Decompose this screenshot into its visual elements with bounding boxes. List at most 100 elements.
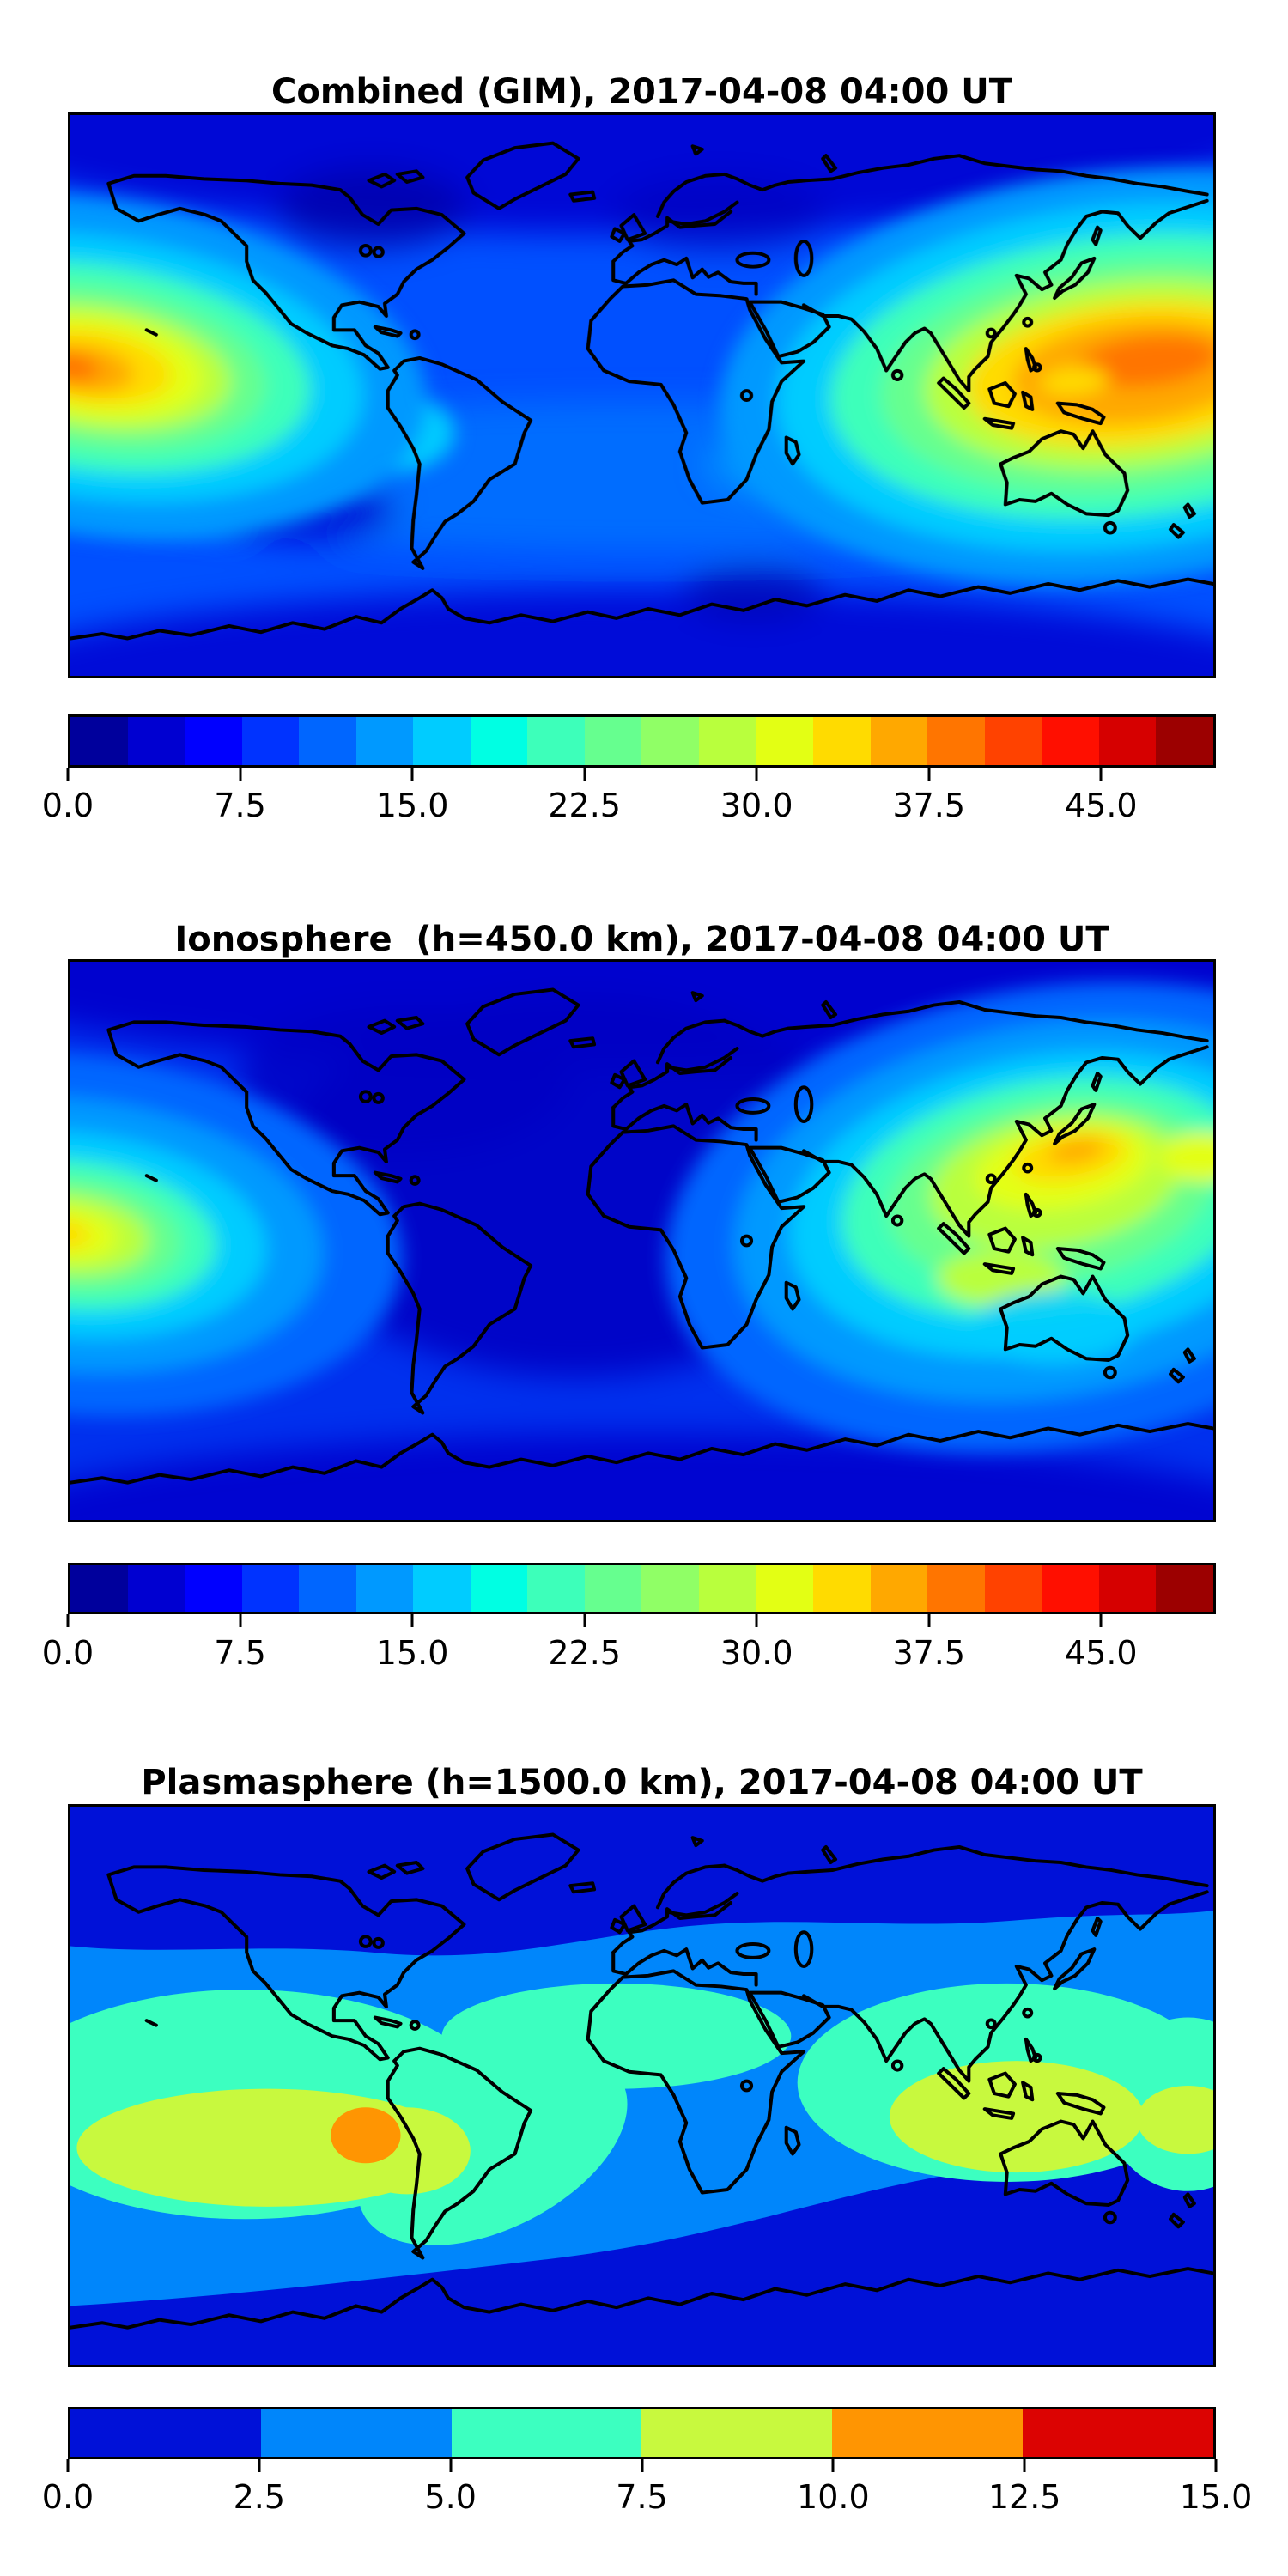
colorbar-tick-label: 15.0 xyxy=(375,787,449,824)
heatmap-ionosphere xyxy=(70,962,1213,1520)
colorbar-segment xyxy=(870,717,928,765)
colorbar-segment xyxy=(1156,717,1213,765)
colorbar-segment xyxy=(413,717,471,765)
colorbar-segment xyxy=(355,1565,414,1612)
colorbar-tick xyxy=(755,1614,758,1627)
world-map-ionosphere xyxy=(68,959,1216,1522)
colorbar-segment xyxy=(185,717,242,765)
colorbar-segment xyxy=(1098,717,1157,765)
colorbar-segment xyxy=(241,1565,300,1612)
colorbar-segment xyxy=(260,2409,452,2457)
colorbar-segment xyxy=(470,1565,528,1612)
colorbar-segment xyxy=(641,2409,833,2457)
colorbar-segment xyxy=(355,717,414,765)
colorbar-ticks-combined xyxy=(66,768,1216,781)
colorbar-tick-label: 15.0 xyxy=(1179,2478,1253,2516)
colorbar-segment xyxy=(185,1565,242,1612)
colorbar-plasmasphere xyxy=(68,2407,1216,2459)
colorbar-tick-label: 45.0 xyxy=(1064,1634,1138,1672)
colorbar-tick-label: 0.0 xyxy=(41,1634,94,1672)
heatmap-combined xyxy=(70,115,1213,676)
colorbar-tick-label: 0.0 xyxy=(41,2478,94,2516)
heatmap-plasmasphere xyxy=(70,1807,1213,2365)
colorbar-tick xyxy=(449,2459,453,2472)
colorbar-tick-label: 10.0 xyxy=(797,2478,870,2516)
colorbar-tick-label: 12.5 xyxy=(987,2478,1061,2516)
colorbar-segment xyxy=(870,1565,928,1612)
colorbar-tick xyxy=(1099,1614,1103,1627)
colorbar-segment xyxy=(1098,1565,1157,1612)
colorbar-tick xyxy=(66,768,70,781)
colorbar-labels-combined: 0.0 7.5 15.0 22.5 30.0 37.5 45.0 xyxy=(42,787,1216,829)
colorbar-tick xyxy=(927,1614,931,1627)
colorbar-segment xyxy=(984,717,1042,765)
colorbar-segment xyxy=(699,1565,756,1612)
colorbar-tick xyxy=(755,768,758,781)
colorbar-tick-label: 30.0 xyxy=(720,1634,793,1672)
colorbar-segment xyxy=(451,2409,642,2457)
colorbar-segment xyxy=(299,717,356,765)
colorbar-tick xyxy=(66,2459,70,2472)
colorbar-segment xyxy=(813,1565,871,1612)
colorbar-tick-label: 2.5 xyxy=(233,2478,286,2516)
colorbar-tick-label: 5.0 xyxy=(424,2478,477,2516)
colorbar-tick xyxy=(239,1614,242,1627)
colorbar-labels-ionosphere: 0.0 7.5 15.0 22.5 30.0 37.5 45.0 xyxy=(42,1634,1216,1677)
colorbar-segment xyxy=(127,717,185,765)
panel-title-plasmasphere: Plasmasphere (h=1500.0 km), 2017-04-08 0… xyxy=(141,1762,1143,1802)
colorbar-segment xyxy=(756,717,814,765)
colorbar-segment xyxy=(70,1565,128,1612)
colorbar-segment xyxy=(470,717,528,765)
colorbar-segment xyxy=(241,717,300,765)
colorbar-segment xyxy=(584,717,642,765)
colorbar-segment xyxy=(127,1565,185,1612)
colorbar-tick-label: 37.5 xyxy=(892,787,966,824)
colorbar-tick xyxy=(258,2459,261,2472)
colorbar-tick-label: 7.5 xyxy=(616,2478,668,2516)
panel-title-ionosphere: Ionosphere (h=450.0 km), 2017-04-08 04:0… xyxy=(174,919,1109,959)
colorbar-segment xyxy=(299,1565,356,1612)
colorbar-ticks-plasmasphere xyxy=(66,2459,1218,2473)
colorbar-segment xyxy=(927,1565,985,1612)
colorbar-tick-label: 22.5 xyxy=(548,787,621,824)
colorbar-segment xyxy=(584,1565,642,1612)
colorbar-segment xyxy=(984,1565,1042,1612)
colorbar-tick-label: 37.5 xyxy=(892,1634,966,1672)
panel-title-combined: Combined (GIM), 2017-04-08 04:00 UT xyxy=(270,71,1013,112)
colorbar-tick xyxy=(927,768,931,781)
colorbar-tick-label: 30.0 xyxy=(720,787,793,824)
colorbar-segment xyxy=(1156,1565,1213,1612)
colorbar-segment xyxy=(527,717,585,765)
colorbar-segment xyxy=(927,717,985,765)
colorbar-segment xyxy=(70,717,128,765)
colorbar-tick xyxy=(1214,2459,1218,2472)
colorbar-tick xyxy=(410,1614,414,1627)
colorbar-tick xyxy=(1023,2459,1026,2472)
colorbar-combined xyxy=(68,714,1216,768)
colorbar-tick-label: 7.5 xyxy=(214,1634,266,1672)
colorbar-tick xyxy=(239,768,242,781)
colorbar-tick-label: 7.5 xyxy=(214,787,266,824)
colorbar-segment xyxy=(813,717,871,765)
colorbar-ionosphere xyxy=(68,1563,1216,1614)
colorbar-segment xyxy=(527,1565,585,1612)
colorbar-labels-plasmasphere: 0.0 2.5 5.0 7.5 10.0 12.5 15.0 xyxy=(42,2478,1253,2521)
colorbar-segment xyxy=(756,1565,814,1612)
colorbar-segment xyxy=(1023,2409,1213,2457)
colorbar-tick-label: 22.5 xyxy=(548,1634,621,1672)
colorbar-tick-label: 45.0 xyxy=(1064,787,1138,824)
world-map-plasmasphere xyxy=(68,1804,1216,2367)
colorbar-ticks-ionosphere xyxy=(66,1614,1216,1628)
colorbar-segment xyxy=(832,2409,1024,2457)
world-map-combined xyxy=(68,112,1216,678)
colorbar-segment xyxy=(699,717,756,765)
colorbar-segment xyxy=(1042,717,1099,765)
colorbar-tick xyxy=(583,768,586,781)
colorbar-segment xyxy=(1042,1565,1099,1612)
colorbar-segment xyxy=(641,1565,700,1612)
colorbar-tick xyxy=(1099,768,1103,781)
colorbar-tick-label: 15.0 xyxy=(375,1634,449,1672)
colorbar-tick-label: 0.0 xyxy=(41,787,94,824)
colorbar-tick xyxy=(410,768,414,781)
colorbar-segment xyxy=(413,1565,471,1612)
